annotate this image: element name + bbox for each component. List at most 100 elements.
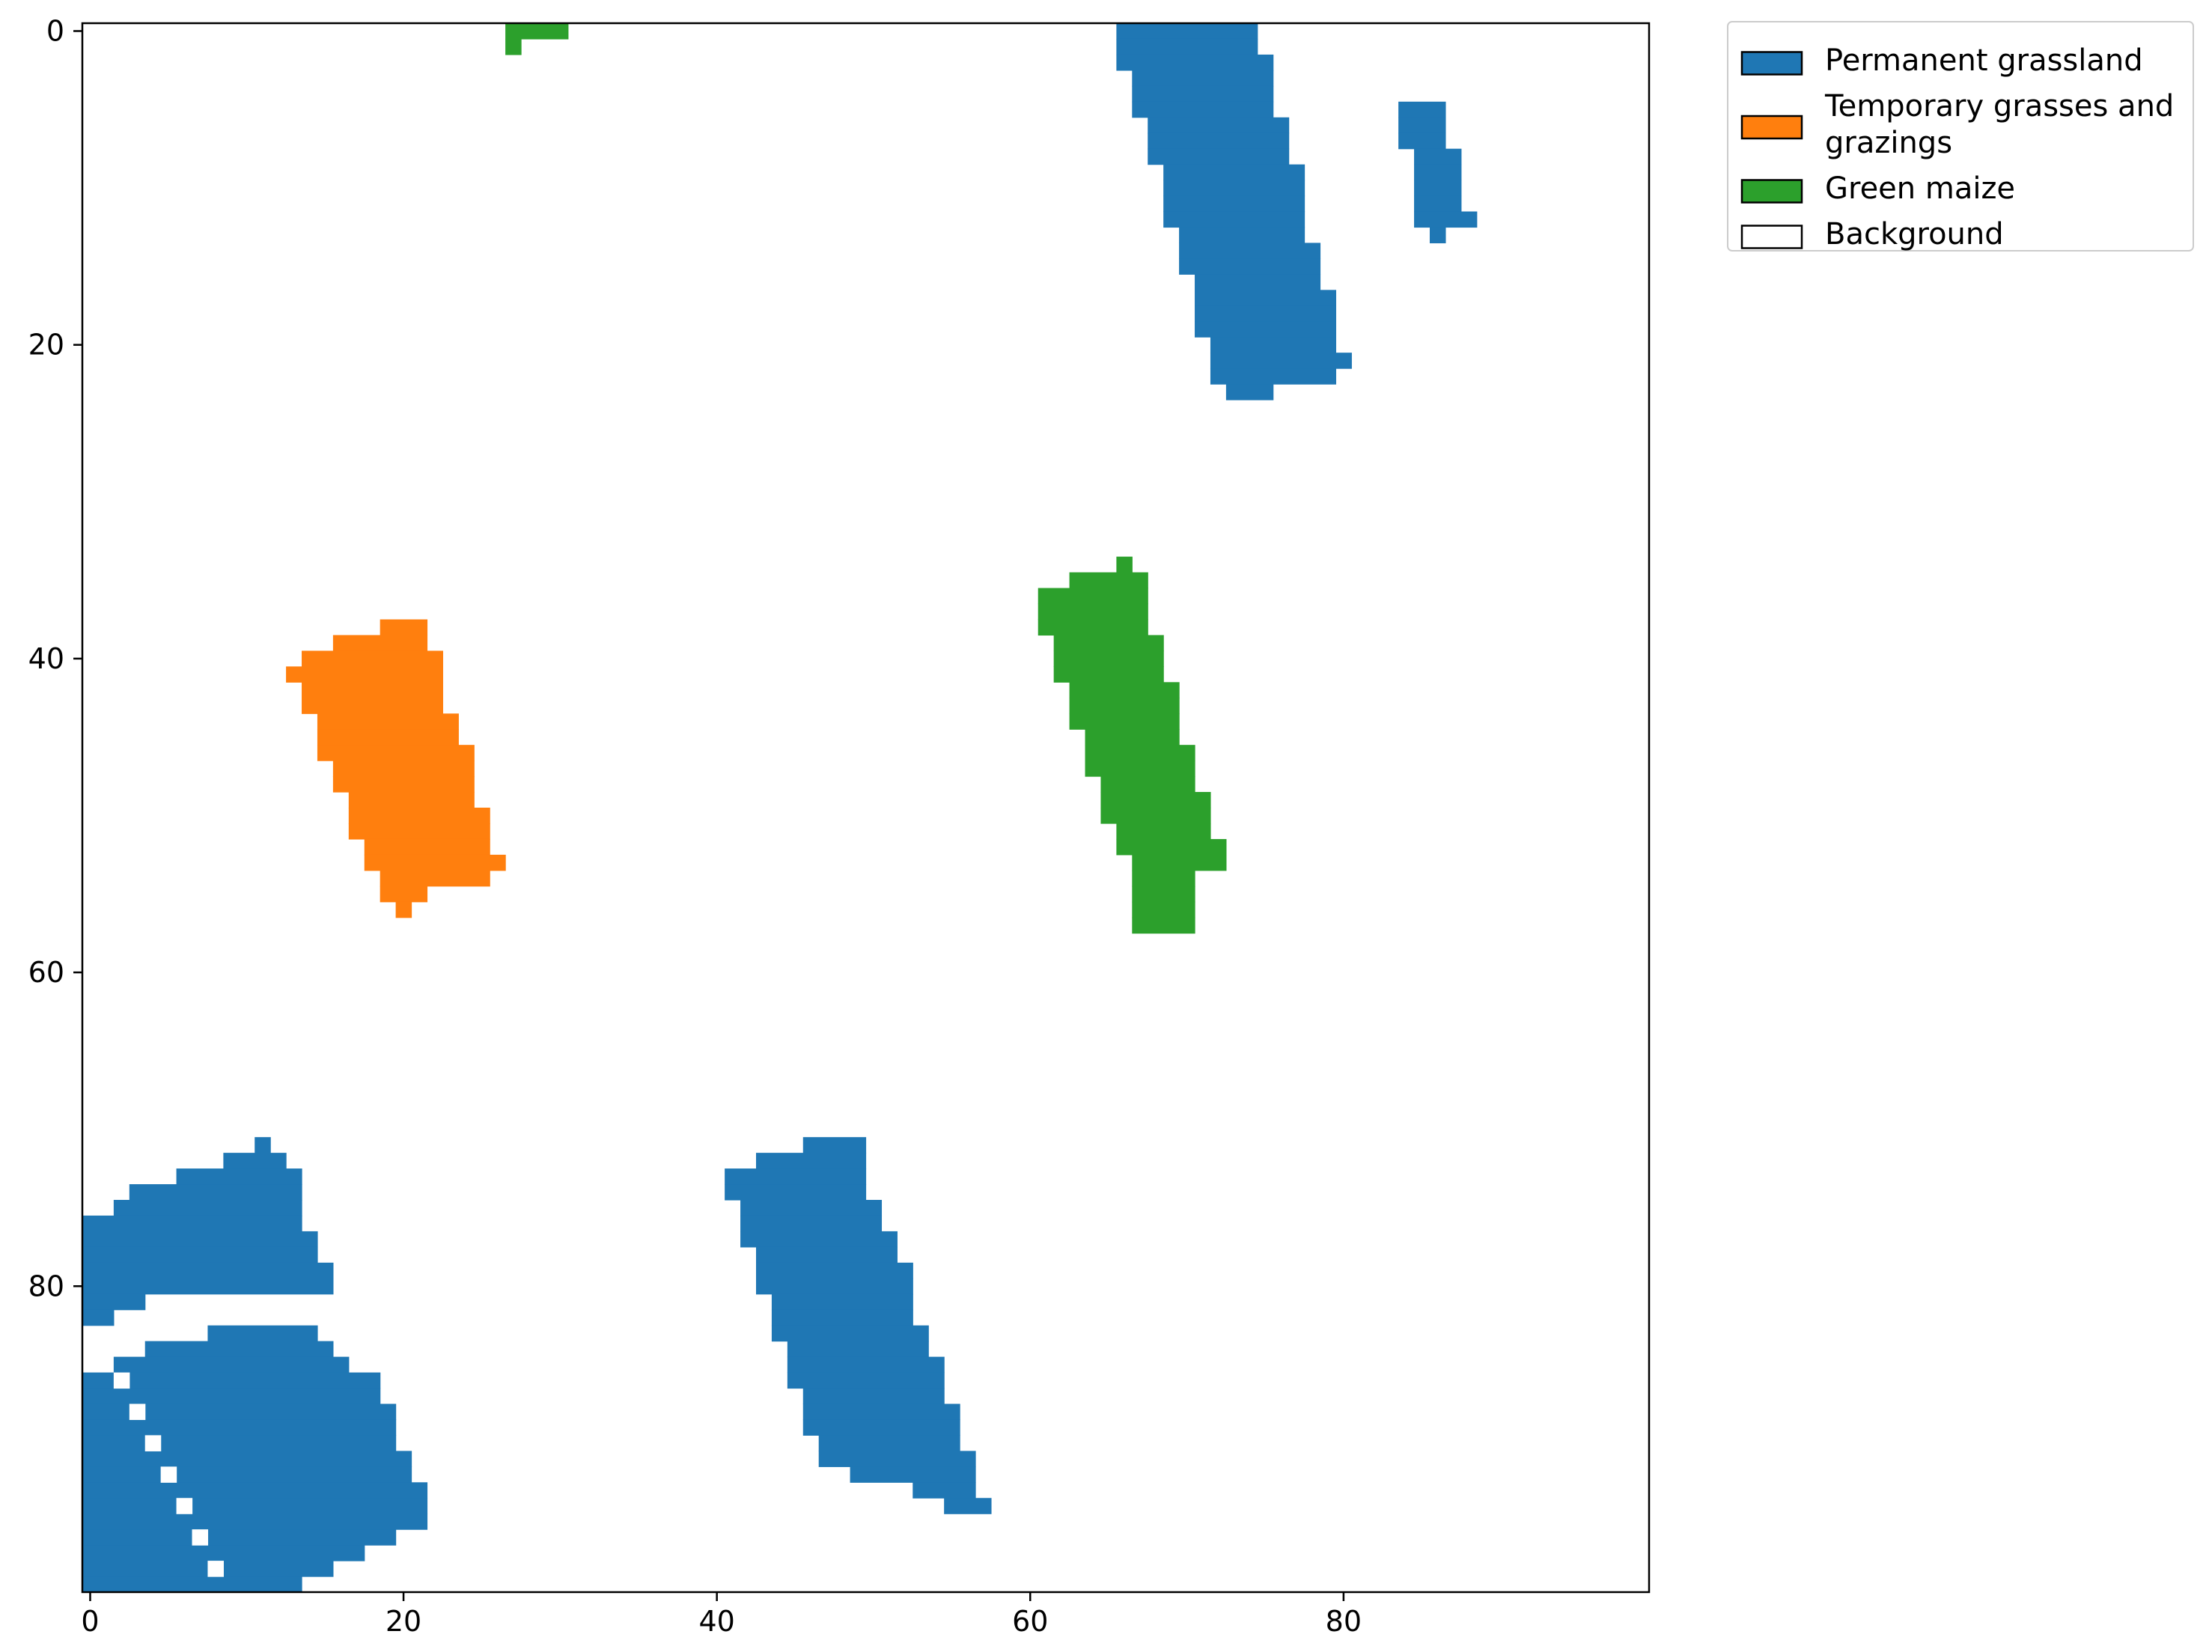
cell-run bbox=[82, 1309, 115, 1326]
cell-run bbox=[82, 1372, 381, 1389]
cell-run bbox=[1148, 132, 1290, 150]
cell-run bbox=[1132, 901, 1195, 918]
legend-swatch bbox=[1740, 225, 1803, 249]
cell-run bbox=[113, 1356, 350, 1374]
cell-run bbox=[82, 1482, 428, 1499]
cell-run bbox=[755, 1153, 867, 1169]
legend-swatch bbox=[1740, 51, 1803, 76]
cell-run bbox=[1163, 211, 1305, 228]
legend-swatch bbox=[1740, 115, 1803, 140]
cell-run bbox=[1398, 117, 1446, 134]
cell-run bbox=[1210, 337, 1336, 353]
cell-run bbox=[740, 1200, 883, 1216]
cell-run bbox=[802, 1388, 945, 1405]
cell-run bbox=[348, 792, 475, 808]
cell-run bbox=[286, 666, 443, 683]
cell-run bbox=[850, 1466, 976, 1483]
cell-run bbox=[1100, 792, 1211, 808]
cell-run bbox=[395, 901, 412, 918]
cell-run bbox=[1195, 290, 1336, 306]
cell-run bbox=[1053, 650, 1164, 667]
region-5 bbox=[82, 1137, 334, 1326]
cell-run bbox=[1038, 603, 1148, 621]
cell-run bbox=[1116, 556, 1133, 573]
cell-run bbox=[302, 682, 443, 698]
cell-run bbox=[755, 1278, 913, 1295]
cell-run bbox=[802, 1403, 960, 1421]
y-tick-label: 80 bbox=[28, 1270, 64, 1302]
cell-run bbox=[755, 1262, 913, 1279]
legend-label: Temporary grasses and grazings bbox=[1824, 89, 2174, 160]
cell-run bbox=[380, 870, 490, 887]
y-tick-label: 0 bbox=[46, 14, 64, 47]
cell-run bbox=[348, 823, 490, 840]
cell-run bbox=[1053, 635, 1164, 651]
legend-label: Permanent grassland bbox=[1825, 43, 2143, 78]
cell-run bbox=[82, 1514, 428, 1530]
cell-run bbox=[348, 808, 490, 824]
cell-run bbox=[1132, 870, 1195, 887]
cell-run bbox=[1148, 117, 1290, 134]
x-axis: 0 20 40 60 80 bbox=[81, 1592, 1362, 1638]
region-3 bbox=[286, 619, 506, 918]
legend-swatch bbox=[1740, 179, 1803, 204]
cell-run bbox=[818, 1435, 960, 1451]
cell-run bbox=[113, 1200, 302, 1216]
cell-run bbox=[802, 1137, 867, 1153]
cell-run bbox=[1116, 54, 1274, 71]
cell-run bbox=[818, 1451, 976, 1467]
cell-run bbox=[755, 1246, 898, 1264]
x-tick-label: 60 bbox=[1012, 1605, 1048, 1638]
cell-run bbox=[1195, 321, 1336, 338]
cell-run bbox=[1132, 70, 1274, 87]
cell-run bbox=[82, 1419, 397, 1436]
cell-run bbox=[725, 1168, 867, 1185]
cell-run bbox=[364, 838, 490, 856]
y-tick-label: 20 bbox=[28, 329, 64, 362]
cell-run bbox=[1132, 917, 1195, 934]
cell-run bbox=[787, 1341, 929, 1358]
cell-run bbox=[1085, 745, 1195, 761]
cell-run bbox=[1414, 180, 1462, 197]
cell-run bbox=[1116, 38, 1258, 55]
cell-run bbox=[1210, 368, 1336, 385]
cell-run bbox=[1414, 211, 1478, 228]
cell-run bbox=[82, 1403, 397, 1421]
cell-run bbox=[1398, 132, 1446, 150]
cell-run bbox=[1069, 682, 1180, 698]
cell-run bbox=[82, 1451, 412, 1467]
cell-run bbox=[802, 1419, 960, 1436]
cell-run bbox=[82, 1576, 302, 1593]
cell-run bbox=[317, 745, 475, 761]
cell-run bbox=[317, 729, 459, 746]
cell-run bbox=[1100, 808, 1211, 824]
cell-run bbox=[176, 1498, 193, 1514]
class-cells bbox=[82, 23, 1478, 1593]
cell-run bbox=[82, 1529, 397, 1546]
cell-run bbox=[255, 1137, 271, 1153]
cell-run bbox=[302, 698, 443, 714]
cell-run bbox=[1069, 713, 1180, 730]
cell-run bbox=[129, 1184, 302, 1201]
y-tick-label: 40 bbox=[28, 642, 64, 675]
cell-run bbox=[1414, 148, 1462, 165]
x-tick-label: 20 bbox=[386, 1605, 421, 1638]
cell-run bbox=[1210, 353, 1352, 369]
x-tick-label: 40 bbox=[698, 1605, 734, 1638]
cell-run bbox=[1116, 838, 1227, 856]
cell-run bbox=[1429, 227, 1446, 244]
cell-run bbox=[113, 1372, 130, 1389]
cell-run bbox=[144, 1341, 334, 1358]
cell-run bbox=[505, 23, 569, 40]
legend-frame bbox=[1727, 21, 2194, 252]
x-tick-label: 0 bbox=[81, 1605, 99, 1638]
cell-run bbox=[1116, 23, 1258, 40]
cell-run bbox=[223, 1153, 287, 1169]
legend-label: Background bbox=[1825, 217, 2004, 252]
cell-run bbox=[771, 1325, 929, 1342]
cell-run bbox=[144, 1435, 162, 1451]
cell-run bbox=[1179, 227, 1305, 244]
cell-run bbox=[912, 1482, 976, 1499]
cell-run bbox=[380, 886, 428, 903]
